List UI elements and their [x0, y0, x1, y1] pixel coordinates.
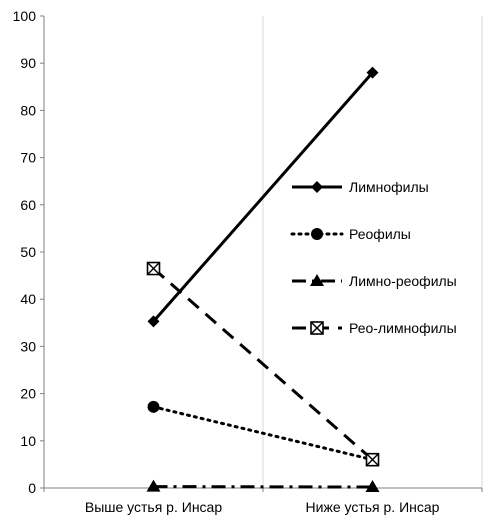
legend-marker — [311, 181, 323, 193]
data-point — [366, 66, 379, 79]
legend-marker — [310, 321, 324, 335]
data-point — [146, 261, 161, 276]
x-category-label: Ниже устья р. Инсар — [306, 499, 440, 515]
y-tick-label: 90 — [20, 55, 36, 71]
x-category-label: Выше устья р. Инсар — [85, 499, 222, 515]
marker-cross — [310, 321, 324, 335]
y-tick-label: 0 — [28, 480, 36, 496]
legend-label: Лимно-реофилы — [349, 273, 457, 289]
marker-cross — [147, 262, 160, 276]
legend-item: Лимно-реофилы — [292, 273, 457, 289]
y-tick-label: 100 — [13, 8, 37, 24]
chart-legend: Лимнофилы Реофилы Лимно-реофилы Рео-лимнофи… — [290, 179, 457, 336]
y-tick-label: 60 — [20, 197, 36, 213]
marker-cross — [366, 453, 379, 467]
data-point — [365, 452, 380, 467]
legend-marker — [311, 228, 323, 240]
legend-item: Лимнофилы — [292, 179, 429, 195]
data-point — [146, 479, 161, 492]
y-tick-label: 50 — [20, 244, 36, 260]
y-tick-label: 10 — [20, 433, 36, 449]
y-tick-label: 40 — [20, 291, 36, 307]
legend-marker — [310, 274, 324, 286]
y-tick-label: 70 — [20, 150, 36, 166]
y-tick-label: 20 — [20, 386, 36, 402]
series-line — [152, 267, 374, 461]
legend-label: Реофилы — [349, 226, 411, 242]
legend-label: Лимнофилы — [349, 179, 429, 195]
series-1 — [147, 66, 379, 328]
chart-axes: 0 10 20 30 40 50 60 70 80 90 100 Выше устья р. Инса… — [13, 8, 483, 515]
data-point — [147, 315, 160, 328]
data-point — [147, 400, 160, 413]
y-tick-label: 80 — [20, 102, 36, 118]
data-point — [365, 480, 380, 493]
series-4 — [146, 261, 380, 467]
series-3 — [146, 479, 380, 493]
legend-item: Реофилы — [290, 226, 411, 242]
legend-item: Рео-лимнофилы — [292, 320, 457, 336]
chart-series — [146, 66, 380, 493]
series-line — [152, 405, 374, 462]
legend-label: Рео-лимнофилы — [349, 320, 457, 336]
y-tick-label: 30 — [20, 338, 36, 354]
chart-grid — [43, 16, 483, 488]
series-line — [152, 71, 374, 323]
